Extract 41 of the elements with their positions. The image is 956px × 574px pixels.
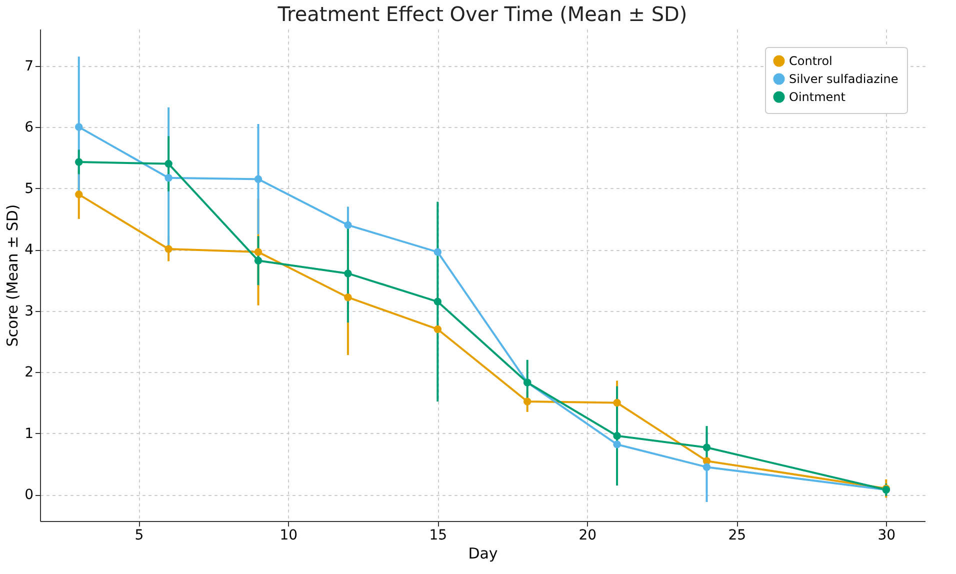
x-tick-label: 20 (578, 528, 597, 544)
y-tick-label: 6 (24, 120, 34, 136)
legend-label: Control (789, 54, 832, 68)
y-axis-title: Score (Mean ± SD) (4, 204, 22, 347)
y-tick-label: 7 (24, 58, 34, 74)
point (434, 248, 442, 256)
chart-title: Treatment Effect Over Time (Mean ± SD) (276, 2, 688, 26)
point (74, 123, 83, 131)
point (164, 160, 172, 168)
y-tick-label: 2 (24, 364, 34, 381)
point (164, 245, 172, 253)
y-tick-label: 3 (24, 303, 34, 320)
y-tick-label: 1 (24, 426, 34, 442)
point (613, 398, 621, 407)
point (344, 221, 352, 229)
point (254, 248, 262, 256)
point (164, 174, 172, 182)
x-tick-label: 10 (280, 528, 298, 544)
legend-label: Silver sulfadiazine (789, 72, 898, 86)
point (434, 298, 442, 306)
x-tick-label: 25 (728, 528, 746, 544)
y-tick-label: 0 (24, 487, 34, 504)
x-tick-label: 15 (429, 528, 448, 544)
point (434, 325, 442, 334)
point (613, 440, 621, 448)
point (254, 256, 262, 264)
x-tick-label: 5 (134, 528, 144, 544)
point (702, 444, 711, 452)
point (74, 190, 83, 198)
point (344, 294, 352, 302)
legend-label: Ointment (789, 90, 846, 104)
point (74, 158, 83, 166)
x-tick-label: 30 (878, 528, 896, 544)
point (523, 398, 532, 406)
x-axis-title: Day (468, 544, 498, 562)
point (344, 270, 352, 278)
point (254, 175, 262, 183)
y-tick-label: 4 (24, 242, 34, 258)
point (702, 463, 711, 471)
y-tick-label: 5 (24, 180, 34, 197)
point (613, 432, 621, 440)
